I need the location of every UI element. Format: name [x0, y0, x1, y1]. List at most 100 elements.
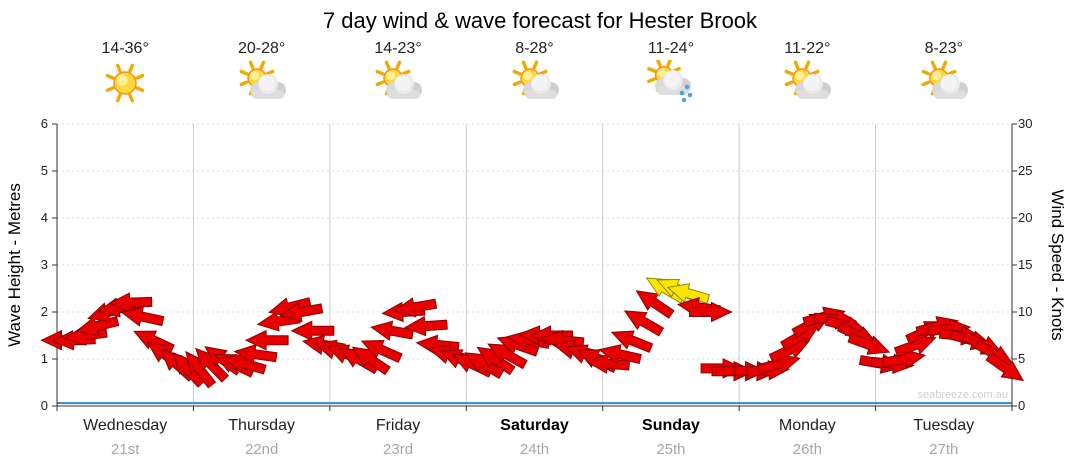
- sun-ray: [538, 69, 547, 76]
- raindrop-icon: [684, 84, 690, 90]
- right-axis-tick-label: 15: [1018, 257, 1033, 272]
- sun-ray: [647, 66, 656, 73]
- raindrop-icon: [681, 97, 687, 103]
- partly-cloudy-icon: [921, 60, 968, 99]
- wind-arrow: [598, 344, 642, 365]
- cloud-icon: [654, 70, 691, 95]
- sun-ray: [259, 60, 265, 70]
- temperature-range: 14-36°: [101, 40, 149, 57]
- sun-ray: [532, 60, 538, 70]
- right-axis-tick-label: 0: [1018, 398, 1026, 413]
- right-axis-tick-label: 20: [1018, 210, 1033, 225]
- sun-ray: [128, 93, 135, 103]
- wind-arrow: [223, 353, 267, 375]
- sun-ray: [666, 60, 672, 68]
- left-axis-tick-label: 4: [40, 210, 48, 225]
- sun-ray: [116, 93, 122, 103]
- wind-arrow: [233, 344, 278, 365]
- day-date-label: 24th: [519, 441, 550, 458]
- watermark: seabreeze.com.au: [917, 389, 1009, 401]
- sun-ray: [512, 80, 522, 87]
- raindrop-icon: [687, 92, 693, 98]
- wind-arrow: [847, 332, 891, 355]
- sun-ray: [135, 73, 145, 80]
- sun-ray: [105, 86, 115, 92]
- day-forecast-header: 20-28°: [194, 40, 330, 106]
- sun-ray: [375, 69, 385, 76]
- temperature-range: 20-28°: [237, 40, 286, 57]
- right-axis-tick-label: 5: [1018, 351, 1026, 366]
- sunny-icon: [105, 63, 145, 103]
- sun-highlight: [386, 71, 396, 81]
- day-name-label: Wednesday: [83, 417, 168, 434]
- sun-ray: [239, 69, 249, 76]
- wind-arrow: [279, 301, 324, 323]
- day-name-label: Monday: [778, 417, 836, 434]
- day-name-label: Tuesday: [913, 417, 975, 434]
- sun-ray: [116, 63, 122, 73]
- cloud-icon: [249, 74, 286, 99]
- sun-ray: [794, 60, 800, 70]
- wind-arrow: [635, 290, 675, 319]
- day-forecast-header: 14-23°: [330, 40, 466, 106]
- sun-ray: [921, 69, 931, 76]
- sun-ray: [804, 60, 811, 70]
- day-date-label: 25th: [656, 441, 686, 458]
- left-axis-tick-label: 2: [40, 304, 48, 319]
- right-axis-tick-label: 10: [1018, 304, 1033, 319]
- sun-ray: [512, 69, 522, 76]
- left-axis-tick-label: 1: [40, 351, 48, 366]
- sun-ray: [521, 60, 527, 70]
- sun-ray: [105, 73, 115, 80]
- sun-highlight: [795, 71, 805, 81]
- day-name-label: Friday: [375, 417, 421, 434]
- sun-ray: [941, 60, 947, 70]
- sun-ray: [647, 77, 656, 83]
- temperature-range: 14-23°: [374, 40, 422, 57]
- sun-ray: [135, 86, 145, 92]
- wind-arrow: [476, 346, 516, 376]
- temperature-range: 11-22°: [784, 40, 831, 57]
- wind-arrow: [610, 330, 654, 353]
- temperature-range: 8-23°: [924, 40, 963, 57]
- sun-ray: [248, 60, 255, 70]
- wind-arrow: [244, 329, 289, 351]
- sun-ray: [655, 60, 662, 68]
- wind-arrow: [360, 339, 403, 363]
- sun-ray: [375, 80, 385, 87]
- cloud-icon: [931, 74, 968, 99]
- sun-ray: [930, 60, 937, 70]
- sun-highlight: [522, 71, 532, 81]
- wind-arrow: [689, 301, 733, 323]
- wind-arrow: [120, 306, 165, 327]
- day-name-label: Saturday: [500, 417, 569, 434]
- sun-ray: [401, 69, 411, 76]
- wind-arrow: [393, 297, 438, 318]
- sun-highlight: [932, 71, 942, 81]
- wind-arrow: [985, 351, 1025, 382]
- right-axis-tick-label: 25: [1018, 163, 1033, 178]
- wind-arrow: [487, 343, 528, 370]
- day-date-label: 27th: [929, 441, 959, 458]
- left-axis-tick-label: 0: [40, 398, 48, 413]
- wind-arrow: [403, 315, 448, 337]
- chart-title: 7 day wind & wave forecast for Hester Br…: [322, 8, 758, 33]
- day-forecast-header: 14-36°: [57, 40, 193, 106]
- left-axis-tick-label: 6: [40, 116, 48, 131]
- day-forecast-header: 11-22°: [739, 40, 875, 106]
- sun-ray: [784, 69, 794, 76]
- day-forecast-header: 11-24°: [603, 40, 739, 106]
- cloud-icon: [522, 74, 559, 99]
- day-name-label: Sunday: [642, 417, 700, 434]
- day-date-label: 23rd: [383, 441, 414, 458]
- sun-ray: [810, 69, 820, 76]
- partly-cloudy-icon: [512, 60, 559, 99]
- wind-arrow: [185, 350, 217, 389]
- day-forecast-header: 8-23°: [876, 40, 1012, 106]
- left-axis-tick-label: 5: [40, 163, 48, 178]
- raindrop-icon: [679, 90, 685, 96]
- day-date-label: 21st: [111, 441, 140, 458]
- partly-cloudy-icon: [375, 60, 423, 99]
